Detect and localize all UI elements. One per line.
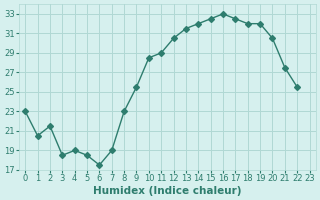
X-axis label: Humidex (Indice chaleur): Humidex (Indice chaleur) (93, 186, 242, 196)
